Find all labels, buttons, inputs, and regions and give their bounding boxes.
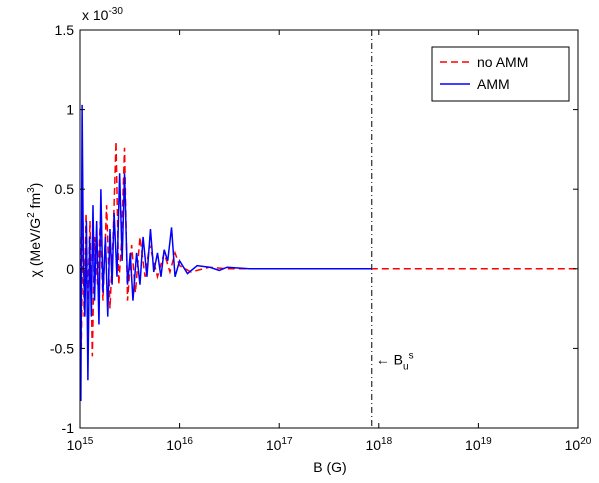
y-tick-label: -0.5 <box>50 340 74 356</box>
x-tick-label: 1019 <box>465 436 492 453</box>
multiplier: x 10-30 <box>82 6 123 23</box>
x-axis-label: B (G) <box>313 459 346 475</box>
x-tick-label: 1017 <box>266 436 293 453</box>
y-tick-label: 1.5 <box>55 22 75 38</box>
series-line <box>80 104 372 401</box>
legend-label: no AMM <box>477 54 528 70</box>
axes-box <box>79 29 579 429</box>
x-tick-label: 1020 <box>565 436 592 453</box>
legend-label: AMM <box>477 76 510 92</box>
annotation: ← Bus <box>376 350 414 372</box>
y-axis-label: χ (MeV/G2 fm3) <box>26 183 43 278</box>
x-tick-label: 1015 <box>67 436 94 453</box>
y-tick-label: 0 <box>66 261 74 277</box>
y-tick-label: 1 <box>66 102 74 118</box>
x-tick-label: 1016 <box>166 436 193 453</box>
y-tick-label: -1 <box>62 420 75 436</box>
series-line <box>80 141 578 357</box>
y-tick-label: 0.5 <box>55 181 75 197</box>
x-tick-label: 1018 <box>365 436 392 453</box>
legend-box <box>431 46 570 102</box>
